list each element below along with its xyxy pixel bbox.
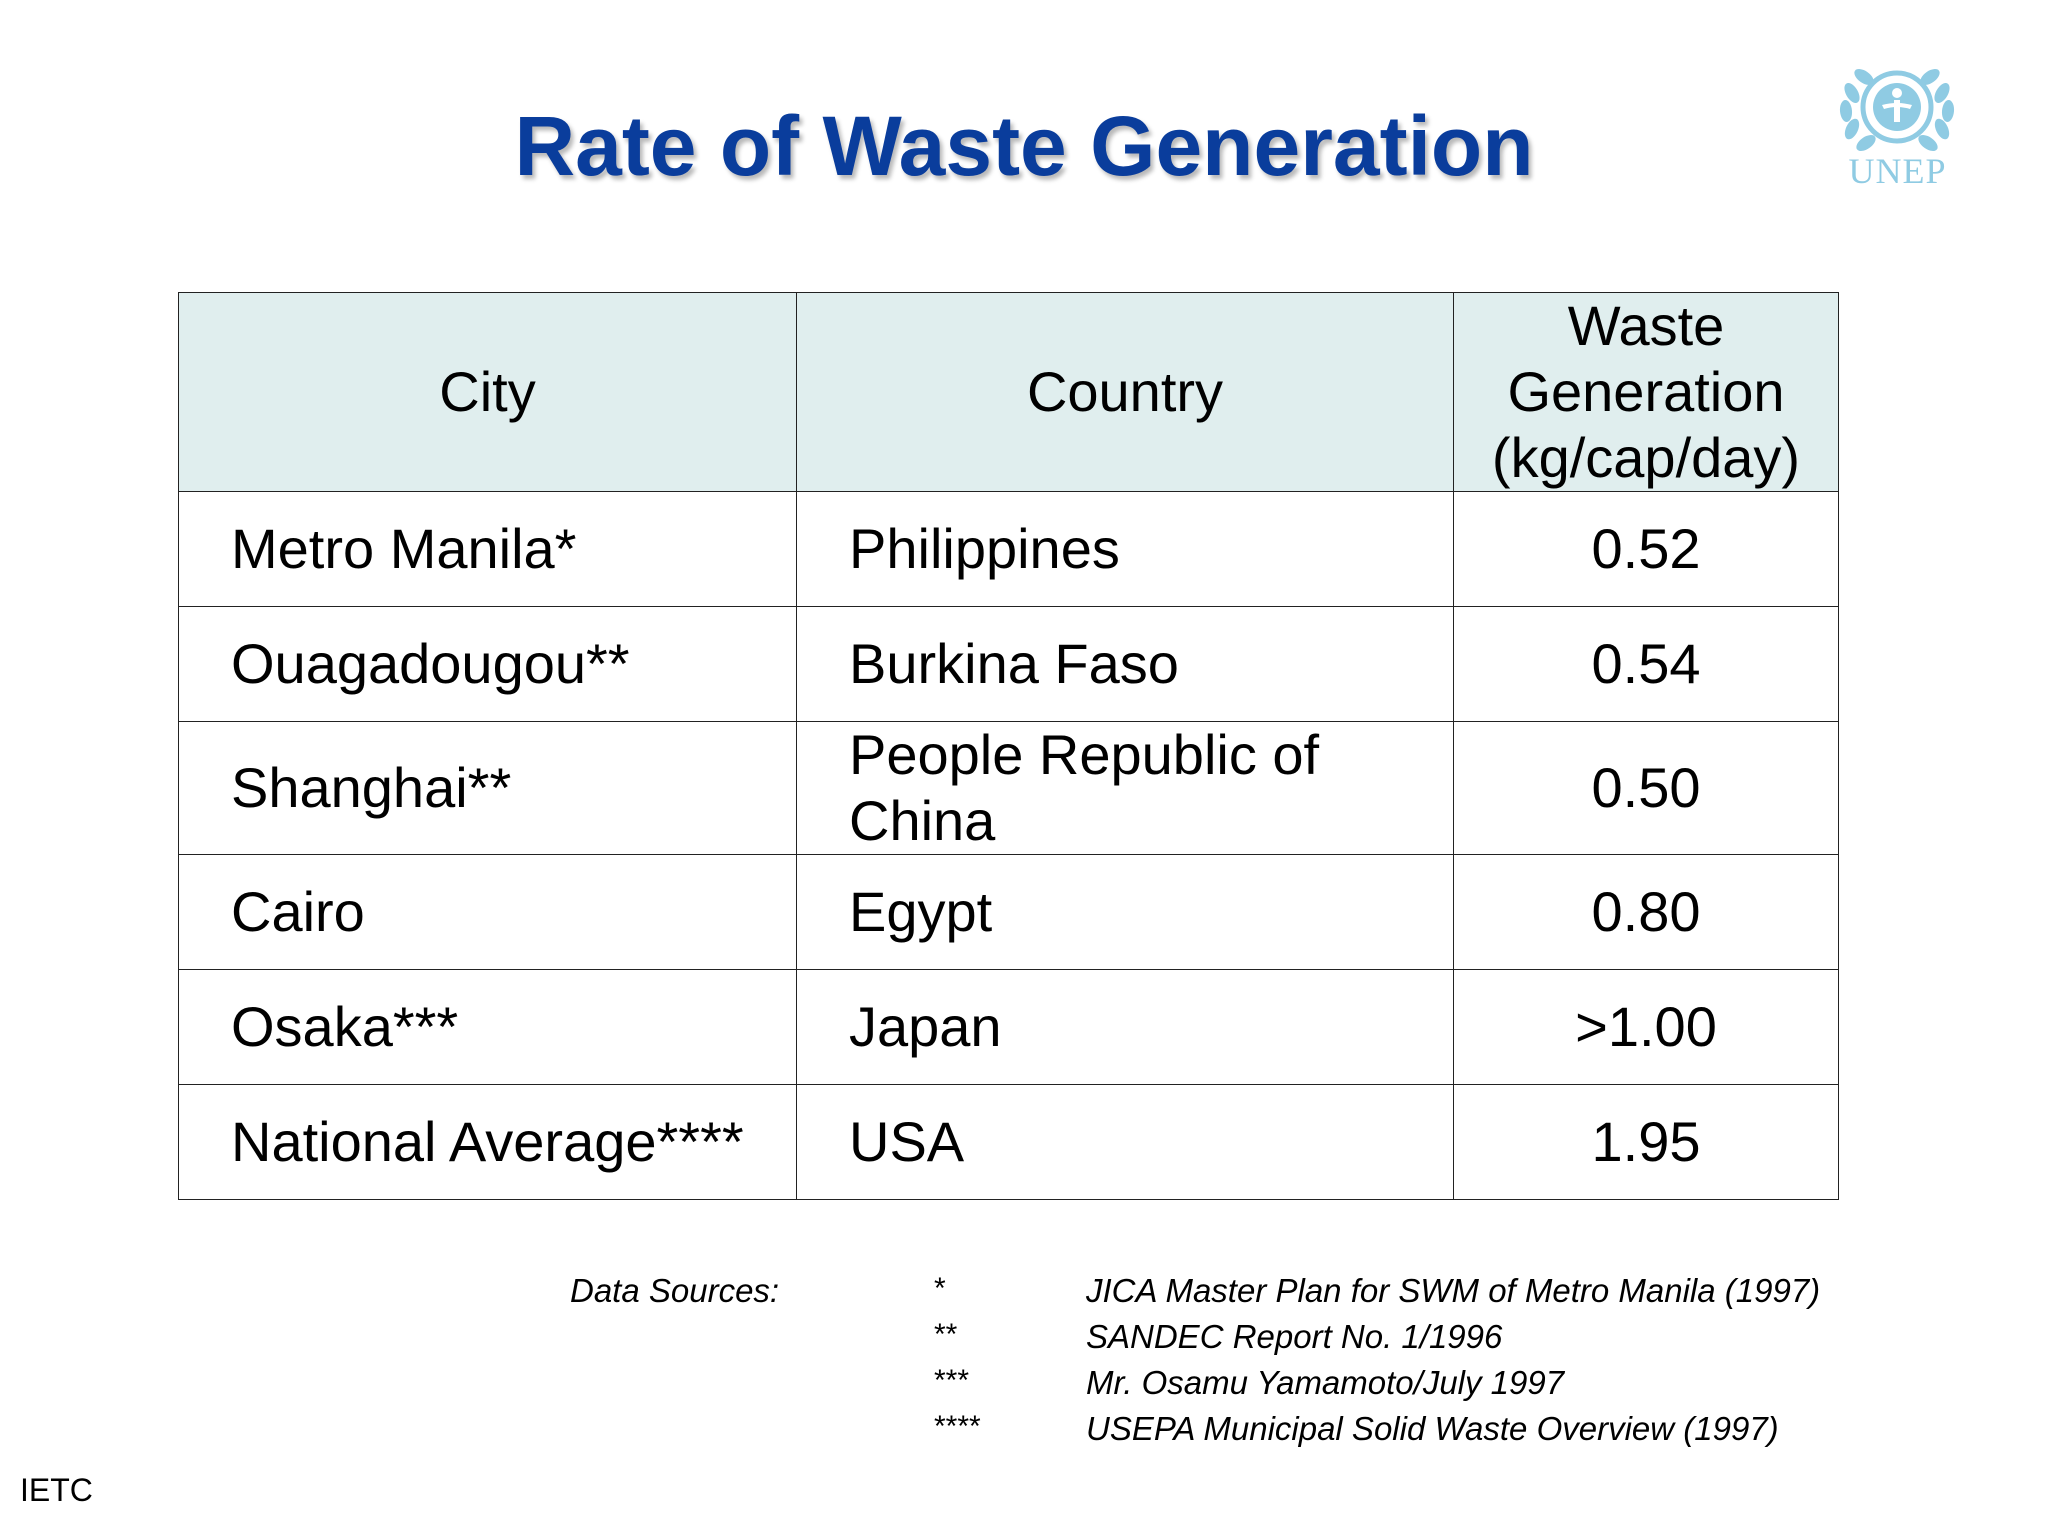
header-line: (kg/cap/day)	[1491, 426, 1801, 490]
header-line: Waste	[1567, 294, 1725, 357]
source-text: SANDEC Report No. 1/1996	[1086, 1318, 1503, 1355]
data-sources-label: Data Sources:	[570, 1272, 780, 1309]
table-row: Shanghai** People Republic of China 0.50	[178, 721, 1839, 856]
city-cell: Metro Manila*	[178, 491, 797, 608]
table-row: Metro Manila* Philippines 0.52	[178, 491, 1839, 608]
unep-logo: UNEP	[1830, 55, 1965, 195]
country-cell: USA	[796, 1084, 1454, 1201]
waste-generation-table: City Country Waste Generation (kg/cap/da…	[178, 291, 1839, 1201]
country-cell: Philippines	[796, 491, 1454, 608]
source-mark: *	[934, 1272, 946, 1305]
value-cell: 1.95	[1453, 1084, 1839, 1201]
table-row: National Average**** USA 1.95	[178, 1084, 1839, 1201]
country-cell: Egypt	[796, 854, 1454, 971]
value-cell: 0.50	[1453, 721, 1839, 856]
value-cell: >1.00	[1453, 969, 1839, 1086]
source-text: Mr. Osamu Yamamoto/July 1997	[1086, 1364, 1565, 1401]
column-header-country: Country	[796, 291, 1454, 493]
header-line: Generation	[1507, 360, 1785, 424]
value-cell: 0.52	[1453, 491, 1839, 608]
city-cell: Shanghai**	[178, 721, 797, 856]
unep-emblem-icon	[1839, 69, 1955, 151]
slide-title: Rate of Waste Generation	[514, 99, 1534, 193]
logo-label: UNEP	[1848, 151, 1947, 191]
value-cell: 0.80	[1453, 854, 1839, 971]
country-cell: Japan	[796, 969, 1454, 1086]
source-mark: **	[934, 1318, 958, 1351]
city-cell: Ouagadougou**	[178, 606, 797, 723]
city-cell: Cairo	[178, 854, 797, 971]
table-row: Osaka*** Japan >1.00	[178, 969, 1839, 1086]
source-text: JICA Master Plan for SWM of Metro Manila…	[1086, 1272, 1821, 1309]
source-text: USEPA Municipal Solid Waste Overview (19…	[1086, 1410, 1779, 1447]
column-header-city: City	[178, 291, 797, 493]
table-header-row: City Country Waste Generation (kg/cap/da…	[178, 291, 1839, 493]
country-cell: Burkina Faso	[796, 606, 1454, 723]
city-cell: Osaka***	[178, 969, 797, 1086]
table-row: Cairo Egypt 0.80	[178, 854, 1839, 971]
value-cell: 0.54	[1453, 606, 1839, 723]
table-row: Ouagadougou** Burkina Faso 0.54	[178, 606, 1839, 723]
country-line: People Republic of	[849, 723, 1320, 787]
source-mark: ***	[934, 1364, 970, 1397]
footer-label: IETC	[20, 1472, 93, 1508]
city-cell: National Average****	[178, 1084, 797, 1201]
source-mark: ****	[934, 1410, 981, 1443]
column-header-waste-generation: Waste Generation (kg/cap/day)	[1453, 291, 1839, 493]
country-cell: People Republic of China	[796, 721, 1454, 856]
country-line: China	[849, 789, 996, 853]
